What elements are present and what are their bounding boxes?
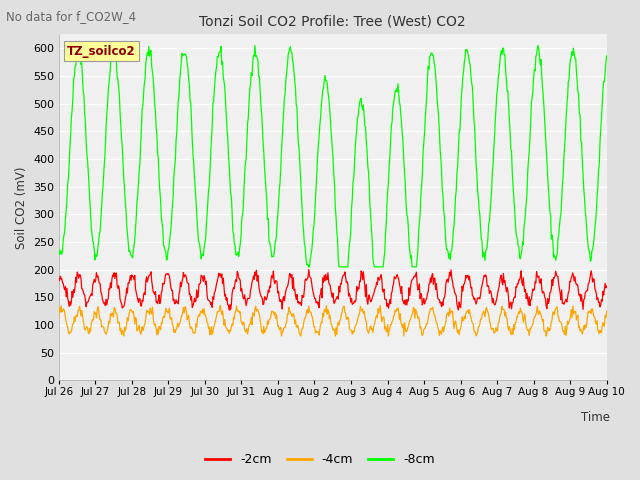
Text: TZ_soilco2: TZ_soilco2 [67,45,136,58]
Y-axis label: Soil CO2 (mV): Soil CO2 (mV) [15,166,28,249]
Legend: -2cm, -4cm, -8cm: -2cm, -4cm, -8cm [200,448,440,471]
Text: No data for f_CO2W_4: No data for f_CO2W_4 [6,10,136,23]
X-axis label: Time: Time [581,411,610,424]
Title: Tonzi Soil CO2 Profile: Tree (West) CO2: Tonzi Soil CO2 Profile: Tree (West) CO2 [200,15,466,29]
